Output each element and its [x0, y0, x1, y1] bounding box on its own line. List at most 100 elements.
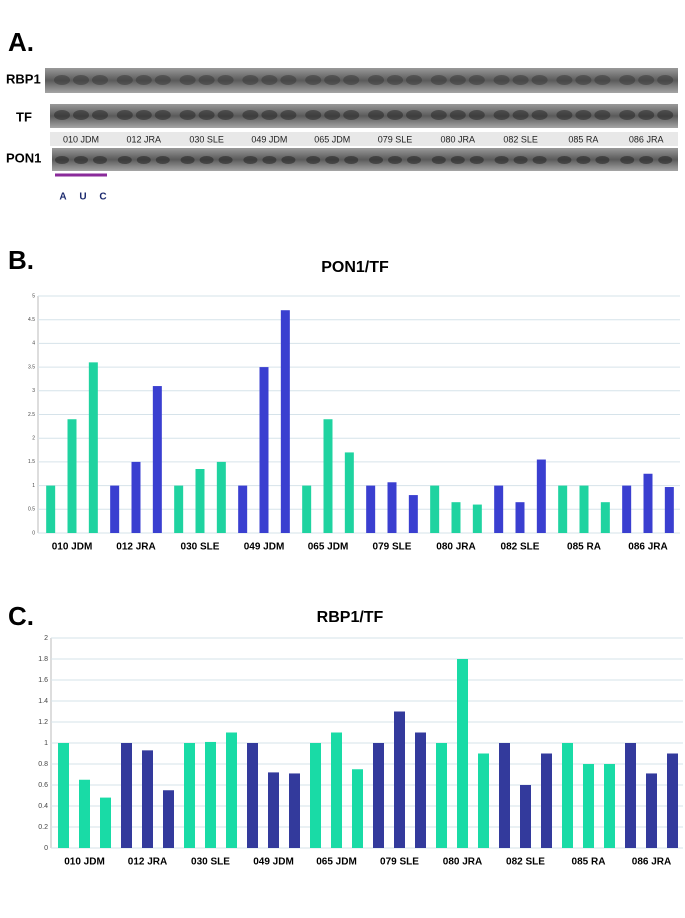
band [261, 110, 278, 120]
bar [541, 753, 552, 848]
band [92, 75, 108, 85]
band [450, 156, 465, 164]
band [344, 156, 359, 164]
bar [302, 485, 312, 533]
bar [352, 769, 363, 848]
band [557, 156, 572, 164]
band [431, 156, 446, 164]
blot-row-label: PON1 [6, 150, 41, 165]
band [556, 75, 573, 85]
bar [110, 485, 120, 533]
bar [280, 310, 290, 533]
x-tick-label: 012 JRA [128, 857, 167, 868]
band [531, 75, 548, 85]
bar [216, 461, 226, 533]
bar [583, 764, 594, 848]
y-tick-label: 5 [32, 293, 35, 299]
x-tick-label: 080 JRA [443, 857, 482, 868]
y-tick-label: 0 [44, 845, 48, 852]
band [594, 75, 611, 85]
blot-row-label: RBP1 [6, 71, 41, 86]
band [325, 156, 340, 164]
band [595, 156, 610, 164]
band [217, 75, 234, 85]
lane-label: C [99, 192, 106, 203]
y-tick-label: 1.6 [38, 677, 48, 684]
sample-label: 082 SLE [503, 134, 538, 144]
x-tick-label: 080 JRA [436, 542, 475, 553]
y-tick-label: 1.2 [38, 719, 48, 726]
bar [622, 485, 632, 533]
x-tick-label: 030 SLE [181, 542, 220, 553]
bar [205, 741, 216, 848]
band [493, 75, 510, 85]
sample-label: 010 JDM [63, 134, 99, 144]
band [430, 75, 447, 85]
bar [373, 743, 384, 848]
band [387, 110, 403, 120]
band [261, 75, 278, 85]
band [262, 156, 277, 164]
band [242, 75, 259, 85]
band [154, 75, 171, 85]
sample-label: 079 SLE [378, 134, 413, 144]
band [594, 110, 611, 120]
bar [174, 485, 184, 533]
band [306, 156, 321, 164]
bar [131, 461, 141, 533]
band [388, 156, 402, 164]
bar [259, 367, 269, 533]
band [369, 156, 383, 164]
x-tick-label: 079 SLE [373, 542, 412, 553]
bar [67, 419, 77, 533]
bar [646, 773, 657, 848]
blot-strip [52, 148, 678, 171]
bar [415, 732, 426, 848]
band [575, 75, 592, 85]
band [468, 110, 485, 120]
bar [310, 743, 321, 848]
band [155, 156, 170, 164]
bar [344, 452, 354, 533]
bar [366, 485, 376, 533]
band [657, 110, 674, 120]
band [449, 75, 466, 85]
y-tick-label: 1 [32, 483, 35, 489]
bar [625, 743, 636, 848]
bar [604, 764, 615, 848]
band [368, 75, 384, 85]
x-tick-label: 079 SLE [380, 857, 419, 868]
bar [667, 753, 678, 848]
band [116, 110, 133, 120]
band [117, 156, 132, 164]
sample-label: 012 JRA [127, 134, 162, 144]
blot-strip [50, 104, 678, 128]
sample-label: 030 SLE [189, 134, 224, 144]
band [324, 75, 341, 85]
y-tick-label: 0.5 [28, 507, 35, 513]
band [73, 75, 89, 85]
y-tick-label: 4.5 [28, 317, 35, 323]
band [407, 156, 421, 164]
sample-label: 065 JDM [314, 134, 350, 144]
bar [323, 419, 333, 533]
band [180, 156, 195, 164]
band [179, 110, 196, 120]
bar [142, 750, 153, 848]
band [136, 156, 151, 164]
band [532, 156, 547, 164]
band [513, 156, 528, 164]
y-tick-label: 2 [44, 635, 48, 642]
x-tick-label: 082 SLE [501, 542, 540, 553]
bar [499, 743, 510, 848]
x-tick-label: 086 JRA [628, 542, 667, 553]
panel-label: C. [8, 601, 34, 631]
band [658, 156, 673, 164]
bar [536, 459, 546, 533]
band [305, 110, 322, 120]
band [619, 110, 636, 120]
band [54, 110, 70, 120]
y-tick-label: 0 [32, 530, 35, 536]
bar [430, 485, 440, 533]
bar [184, 743, 195, 848]
